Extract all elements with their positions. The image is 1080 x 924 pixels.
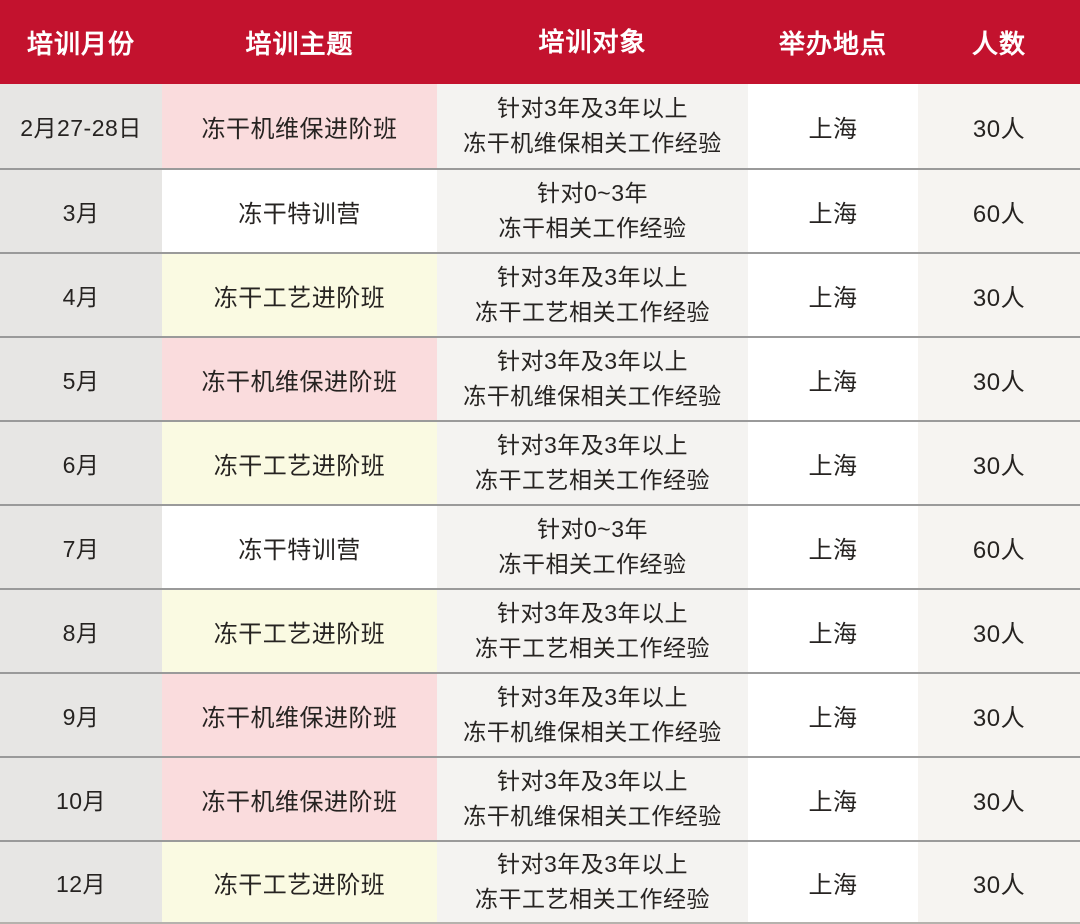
table-row: 3月 冻干特训营 针对0~3年 冻干相关工作经验 上海 60人	[0, 168, 1080, 252]
cell-topic: 冻干工艺进阶班	[162, 422, 437, 504]
cell-month: 2月27-28日	[0, 84, 162, 168]
cell-location: 上海	[748, 254, 918, 336]
table-row: 5月 冻干机维保进阶班 针对3年及3年以上 冻干机维保相关工作经验 上海 30人	[0, 336, 1080, 420]
cell-audience: 针对3年及3年以上冻干机维保相关工作经验	[437, 674, 748, 756]
audience-line: 针对0~3年	[536, 516, 648, 542]
table-row: 6月 冻干工艺进阶班 针对3年及3年以上 冻干工艺相关工作经验 上海 30人	[0, 420, 1080, 504]
audience-line: 冻干相关工作经验	[498, 551, 687, 577]
cell-location: 上海	[748, 84, 918, 168]
cell-location: 上海	[748, 338, 918, 420]
cell-count: 30人	[918, 842, 1080, 922]
audience-line: 冻干机维保相关工作经验	[463, 130, 722, 156]
column-header-month: 培训月份	[26, 28, 135, 59]
audience-line: 针对0~3年	[536, 180, 648, 206]
cell-count: 30人	[918, 338, 1080, 420]
cell-audience: 针对3年及3年以上冻干机维保相关工作经验	[437, 338, 748, 420]
audience-line: 冻干工艺相关工作经验	[475, 635, 710, 661]
cell-count: 30人	[918, 674, 1080, 756]
audience-line: 针对3年及3年以上	[496, 851, 689, 877]
cell-topic: 冻干工艺进阶班	[162, 842, 437, 922]
table-row: 9月 冻干机维保进阶班 针对3年及3年以上 冻干机维保相关工作经验 上海 30人	[0, 672, 1080, 756]
cell-topic: 冻干工艺进阶班	[162, 254, 437, 336]
cell-count: 60人	[918, 170, 1080, 252]
cell-audience: 针对3年及3年以上 冻干工艺相关工作经验	[437, 590, 748, 672]
cell-location: 上海	[748, 590, 918, 672]
cell-location: 上海	[748, 758, 918, 840]
cell-audience: 针对3年及3年以上冻干机维保相关工作经验	[437, 758, 748, 840]
cell-audience: 针对0~3年冻干相关工作经验	[437, 170, 748, 252]
audience-line: 针对3年及3年以上	[496, 264, 689, 290]
cell-topic: 冻干机维保进阶班	[162, 674, 437, 756]
table-row: 4月 冻干工艺进阶班 针对3年及3年以上 冻干工艺相关工作经验 上海 30人	[0, 252, 1080, 336]
cell-month: 4月	[0, 254, 162, 336]
table-header-row: 培训月份 培训主题 培训对象 举办地点 人数	[0, 0, 1080, 84]
column-header-topic: 培训主题	[245, 28, 354, 59]
cell-location: 上海	[748, 674, 918, 756]
cell-audience: 针对0~3年冻干相关工作经验	[437, 506, 748, 588]
cell-month: 12月	[0, 842, 162, 922]
cell-location: 上海	[748, 842, 918, 922]
cell-location: 上海	[748, 170, 918, 252]
table-body: 2月27-28日 冻干机维保进阶班 针对3年及3年以上 冻干机维保相关工作经验 上海 30…	[0, 84, 1080, 924]
audience-line: 冻干工艺相关工作经验	[475, 886, 710, 912]
audience-line: 针对3年及3年以上	[496, 348, 689, 374]
audience-line: 冻干工艺相关工作经验	[475, 299, 710, 325]
cell-audience: 针对3年及3年以上 冻干工艺相关工作经验	[437, 254, 748, 336]
cell-count: 60人	[918, 506, 1080, 588]
cell-month: 10月	[0, 758, 162, 840]
audience-line: 冻干相关工作经验	[498, 215, 687, 241]
cell-month: 9月	[0, 674, 162, 756]
cell-topic: 冻干特训营	[162, 170, 437, 252]
audience-line: 针对3年及3年以上	[496, 684, 689, 710]
column-header-audience: 培训对象	[538, 26, 647, 57]
audience-line: 针对3年及3年以上	[496, 95, 689, 121]
table-row: 12月 冻干工艺进阶班 针对3年及3年以上 冻干工艺相关工作经验 上海 30人	[0, 840, 1080, 924]
cell-month: 6月	[0, 422, 162, 504]
cell-audience: 针对3年及3年以上 冻干工艺相关工作经验	[437, 842, 748, 922]
cell-count: 30人	[918, 84, 1080, 168]
cell-location: 上海	[748, 506, 918, 588]
audience-line: 针对3年及3年以上	[496, 600, 689, 626]
cell-topic: 冻干机维保进阶班	[162, 338, 437, 420]
cell-month: 7月	[0, 506, 162, 588]
table-row: 8月 冻干工艺进阶班 针对3年及3年以上 冻干工艺相关工作经验 上海 30人	[0, 588, 1080, 672]
audience-line: 冻干工艺相关工作经验	[475, 467, 710, 493]
table-row: 7月 冻干特训营 针对0~3年 冻干相关工作经验 上海 60人	[0, 504, 1080, 588]
audience-line: 针对3年及3年以上	[496, 432, 689, 458]
column-header-count: 人数	[971, 28, 1026, 59]
cell-month: 3月	[0, 170, 162, 252]
column-header-location: 举办地点	[778, 28, 887, 59]
cell-count: 30人	[918, 422, 1080, 504]
cell-month: 5月	[0, 338, 162, 420]
table-row: 10月 冻干机维保进阶班 针对3年及3年以上 冻干机维保相关工作经验 上海 30人	[0, 756, 1080, 840]
cell-topic: 冻干机维保进阶班	[162, 84, 437, 168]
audience-line: 冻干机维保相关工作经验	[463, 719, 722, 745]
audience-line: 冻干机维保相关工作经验	[463, 803, 722, 829]
cell-topic: 冻干工艺进阶班	[162, 590, 437, 672]
cell-count: 30人	[918, 590, 1080, 672]
cell-audience: 针对3年及3年以上冻干机维保相关工作经验	[437, 84, 748, 168]
cell-location: 上海	[748, 422, 918, 504]
cell-topic: 冻干机维保进阶班	[162, 758, 437, 840]
cell-count: 30人	[918, 254, 1080, 336]
table-row: 2月27-28日 冻干机维保进阶班 针对3年及3年以上 冻干机维保相关工作经验 上海 30…	[0, 84, 1080, 168]
cell-audience: 针对3年及3年以上 冻干工艺相关工作经验	[437, 422, 748, 504]
audience-line: 冻干机维保相关工作经验	[463, 383, 722, 409]
cell-month: 8月	[0, 590, 162, 672]
cell-count: 30人	[918, 758, 1080, 840]
audience-line: 针对3年及3年以上	[496, 768, 689, 794]
cell-topic: 冻干特训营	[162, 506, 437, 588]
